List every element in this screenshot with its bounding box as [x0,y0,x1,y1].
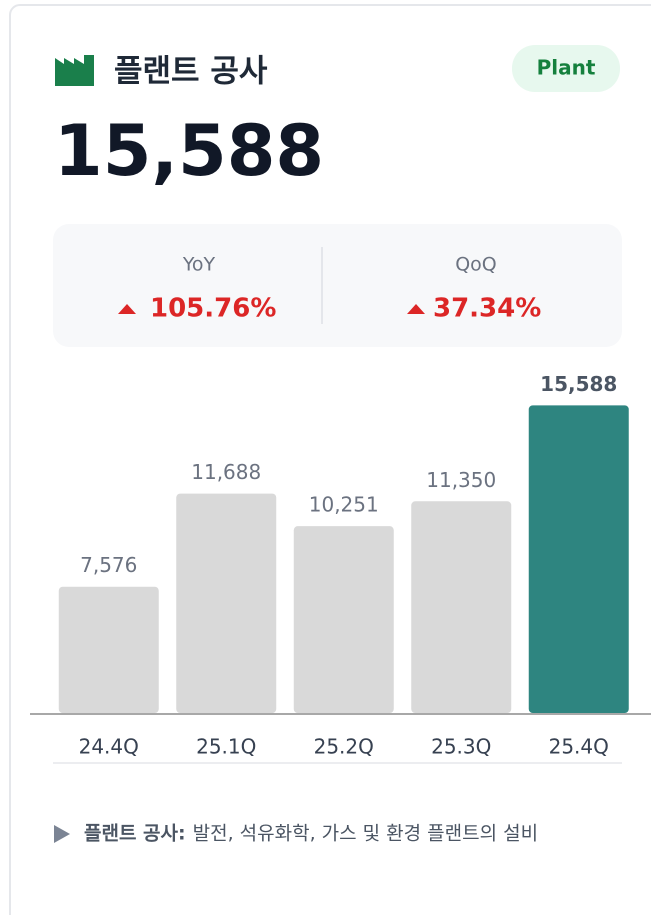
bar [293,526,394,713]
stat-label: QoQ [455,254,497,276]
bar [528,405,629,713]
badge [512,45,620,92]
value-label: 7,576 [80,553,137,577]
bar [411,501,512,713]
kpi-value: 15,588 [54,110,324,192]
x-tick-label: 25.2Q [314,735,374,759]
bar [58,586,159,713]
up-arrow [407,304,425,314]
stat-value: 37.34% [433,294,541,324]
x-tick-label: 24.4Q [79,735,139,759]
value-label: 11,350 [426,468,496,492]
footnote-marker [54,825,70,843]
value-label: 15,588 [540,372,617,396]
badge-text: Plant [537,56,596,80]
stats-box [53,224,622,347]
bar [176,493,277,713]
x-tick-label: 25.4Q [549,735,609,759]
value-label: 10,251 [309,493,379,517]
up-arrow [118,304,136,314]
title: 플랜트 공사 [114,54,268,90]
x-tick-label: 25.1Q [196,735,256,759]
footnote-label: 플랜트 공사: [84,823,186,845]
footnote-text: 발전, 석유화학, 가스 및 환경 플랜트의 설비 [193,823,538,845]
stat-value: 105.76% [150,294,276,324]
x-tick-label: 25.3Q [431,735,491,759]
value-label: 11,688 [191,460,261,484]
factory-icon [55,55,94,86]
stat-label: YoY [182,254,216,276]
